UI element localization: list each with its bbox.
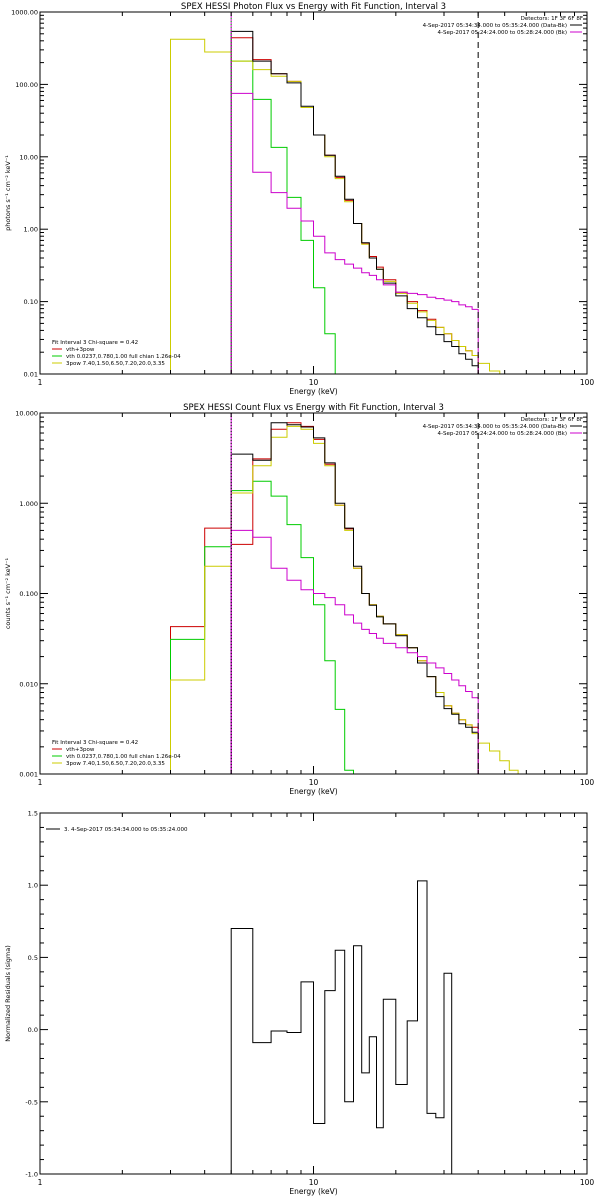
series-line [230, 529, 479, 774]
y-axis-label: Normalized Residuals (sigma) [4, 945, 12, 1042]
y-tick-label: 1.00 [24, 226, 38, 234]
y-tick-label: 1.000 [19, 500, 38, 508]
legend-entry-label: vth 0.0237,0.780,1.00 full chian 1.26e-0… [66, 354, 181, 360]
legend-entry-label: vth+3pow [66, 347, 95, 353]
y-tick-label: 0.100 [19, 590, 38, 598]
legend-detectors: Detectors: 1F 3F 6F 8F [521, 417, 583, 423]
series-line [230, 37, 479, 374]
legend-entry-label: 4-Sep-2017 05:34:34.000 to 05:35:24.000 … [423, 23, 567, 29]
legend-entry-label: 3pow 7.40,1.50,6.50,7.20,20.0,3.35 [66, 761, 165, 767]
y-axis-label: counts s⁻¹ cm⁻² keV⁻¹ [4, 557, 12, 629]
series-line [170, 480, 354, 774]
legend-fit-header: Fit Interval 3 Chi-square = 0.42 [52, 340, 138, 346]
y-tick-label: 0.010 [19, 680, 38, 688]
legend-entry-label: 4-Sep-2017 05:34:34.000 to 05:35:24.000 … [423, 424, 567, 430]
y-tick-label: -1.0 [25, 1171, 38, 1179]
series-line [230, 30, 479, 374]
x-tick-label: 100 [580, 378, 595, 387]
series-line [230, 92, 479, 374]
x-tick-label: 10 [309, 378, 319, 387]
legend-detectors: Detectors: 1F 3F 6F 8F [521, 16, 583, 22]
series-line [230, 422, 479, 774]
legend-entry-label: 4-Sep-2017 05:24:24.000 to 05:28:24.000 … [438, 431, 568, 437]
y-tick-label: 0.001 [19, 771, 38, 779]
y-tick-label: 10.00 [19, 153, 38, 161]
y-tick-label: 1.5 [28, 810, 38, 818]
series-line [230, 880, 453, 1174]
y-tick-label: -0.5 [25, 1098, 38, 1106]
y-axis-label: photons s⁻¹ cm⁻² keV⁻¹ [4, 155, 12, 231]
y-tick-label: 10.000 [15, 410, 38, 418]
x-tick-label: 100 [580, 1178, 595, 1187]
y-tick-label: 0.5 [28, 954, 38, 962]
x-tick-label: 1 [38, 1178, 43, 1187]
x-axis-label: Energy (keV) [289, 387, 337, 396]
x-tick-label: 100 [580, 778, 595, 787]
y-tick-label: 1000.00 [11, 9, 38, 17]
y-tick-label: 0.0 [28, 1026, 38, 1034]
x-tick-label: 10 [309, 778, 319, 787]
series-line [170, 38, 510, 375]
chart-title: SPEX HESSI Photon Flux vs Energy with Fi… [181, 2, 446, 12]
y-tick-label: 1.0 [28, 882, 38, 890]
legend-entry-label: 4-Sep-2017 05:24:24.000 to 05:28:24.000 … [438, 30, 568, 36]
legend-entry-label: 3pow 7.40,1.50,6.50,7.20,20.0,3.35 [66, 361, 165, 367]
y-tick-label: 0.01 [24, 371, 38, 379]
x-tick-label: 1 [38, 778, 43, 787]
plot-frame [39, 11, 588, 375]
legend-fit-header: Fit Interval 3 Chi-square = 0.42 [52, 740, 138, 746]
legend-entry-label: vth 0.0237,0.780,1.00 full chian 1.26e-0… [66, 754, 181, 760]
chart-title: SPEX HESSI Count Flux vs Energy with Fit… [183, 403, 444, 413]
series-line [230, 60, 336, 374]
legend-entry-label: 3. 4-Sep-2017 05:34:34.000 to 05:35:24.0… [64, 827, 188, 833]
y-tick-label: 100.00 [15, 81, 38, 89]
x-tick-label: 1 [38, 378, 43, 387]
legend-entry-label: vth+3pow [66, 747, 95, 753]
x-axis-label: Energy (keV) [289, 787, 337, 796]
series-line [170, 422, 479, 774]
x-axis-label: Energy (keV) [289, 1187, 337, 1196]
x-tick-label: 10 [309, 1178, 319, 1187]
y-tick-label: 0.10 [24, 298, 38, 306]
